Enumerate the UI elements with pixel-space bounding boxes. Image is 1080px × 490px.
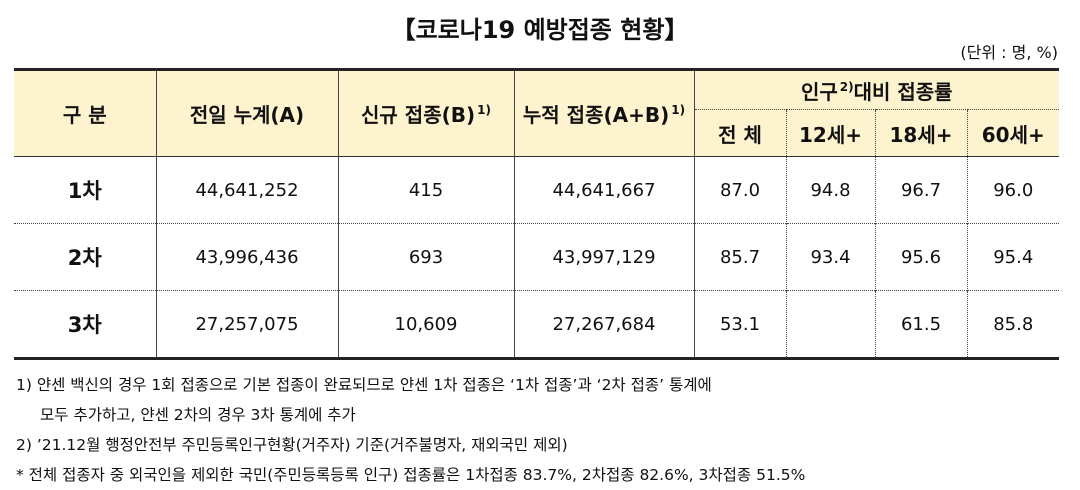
cell-rate-12plus: 94.8	[785, 156, 875, 224]
cell-rate-60plus: 96.0	[966, 156, 1059, 224]
unit-label: (단위 : 명, %)	[960, 43, 1058, 62]
footnotes: 1) 얀센 백신의 경우 1회 접종으로 기본 접종이 완료되므로 얀센 1차 …	[16, 370, 805, 490]
cell-new: 10,609	[337, 290, 514, 360]
header-prev-cumulative: 전일 누계(A)	[155, 68, 338, 157]
footnote-1: 1) 얀센 백신의 경우 1회 접종으로 기본 접종이 완료되므로 얀센 1차 …	[16, 376, 712, 394]
cell-cumulative: 43,997,129	[513, 223, 694, 291]
cell-rate-total: 85.7	[693, 223, 786, 291]
cell-cumulative: 27,267,684	[513, 290, 694, 360]
page-title: 【코로나19 예방접종 현황】	[391, 16, 689, 44]
cell-rate-60plus: 85.8	[966, 290, 1059, 360]
header-rate-12plus: 12세+	[785, 109, 875, 157]
footnote-1-continued: 모두 추가하고, 얀센 2차의 경우 3차 통계에 추가	[40, 406, 356, 424]
header-rate-group: 인구 2)대비 접종률	[693, 68, 1059, 110]
cell-rate-total: 87.0	[693, 156, 786, 224]
row-label: 3차	[14, 290, 156, 360]
header-cumulative: 누적 접종(A+B) 1)	[513, 68, 694, 157]
table-row: 3차 27,257,075 10,609 27,267,684 53.1 61.…	[14, 290, 1059, 360]
cell-cumulative: 44,641,667	[513, 156, 694, 224]
header-category: 구 분	[14, 68, 156, 157]
cell-rate-60plus: 95.4	[966, 223, 1059, 291]
table-row: 2차 43,996,436 693 43,997,129 85.7 93.4 9…	[14, 223, 1059, 291]
cell-rate-12plus	[785, 290, 875, 360]
header-rate-18plus: 18세+	[874, 109, 967, 157]
header-rate-60plus: 60세+	[966, 109, 1059, 157]
cell-prev: 27,257,075	[155, 290, 338, 360]
table-row: 1차 44,641,252 415 44,641,667 87.0 94.8 9…	[14, 156, 1059, 224]
footnote-2: 2) ’21.12월 행정안전부 주민등록인구현황(거주자) 기준(거주불명자,…	[16, 436, 568, 454]
cell-new: 693	[337, 223, 514, 291]
cell-rate-12plus: 93.4	[785, 223, 875, 291]
cell-prev: 43,996,436	[155, 223, 338, 291]
header-new-vaccination: 신규 접종(B) 1)	[337, 68, 514, 157]
vaccination-table: 구 분 전일 누계(A) 신규 접종(B) 1) 누적 접종(A+B) 1) 인구 2…	[14, 68, 1059, 360]
cell-rate-total: 53.1	[693, 290, 786, 360]
row-label: 2차	[14, 223, 156, 291]
row-label: 1차	[67, 179, 102, 203]
cell-rate-18plus: 95.6	[874, 223, 967, 291]
cell-rate-18plus: 61.5	[874, 290, 967, 360]
footnote-asterisk: * 전체 접종자 중 외국인을 제외한 국민(주민등록등록 인구) 접종률은 1…	[16, 466, 806, 484]
header-rate-total: 전 체	[693, 109, 786, 157]
cell-rate-18plus: 96.7	[874, 156, 967, 224]
cell-prev: 44,641,252	[155, 156, 338, 224]
cell-new: 415	[337, 156, 514, 224]
